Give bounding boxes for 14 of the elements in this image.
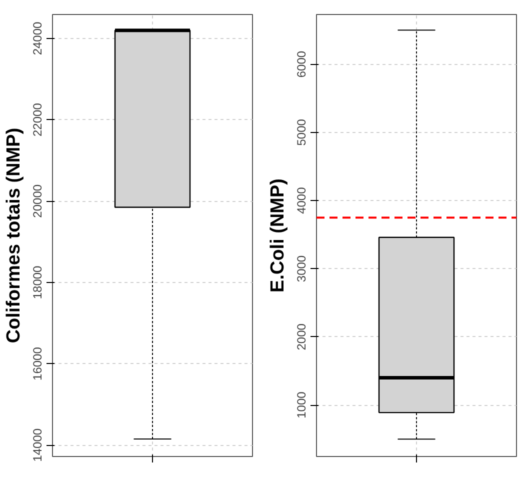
y-tick-label: 3000 [294,255,308,282]
y-tick-label: 2000 [294,323,308,350]
y-tick-label: 20000 [30,184,44,218]
y-tick-label: 14000 [30,428,44,462]
y-tick-label: 16000 [30,346,44,380]
y-axis-title: E.Coli (NMP) [268,178,288,292]
y-tick-label: 22000 [30,102,44,136]
y-tick-label: 24000 [30,21,44,56]
y-tick-label: 1000 [294,391,308,418]
y-tick-label: 6000 [294,50,308,78]
y-tick-label: 4000 [294,186,308,214]
y-axis-title: Coliformes totais (NMP) [4,128,24,344]
y-tick-label: 18000 [30,265,44,300]
y-tick-label: 5000 [294,118,308,146]
